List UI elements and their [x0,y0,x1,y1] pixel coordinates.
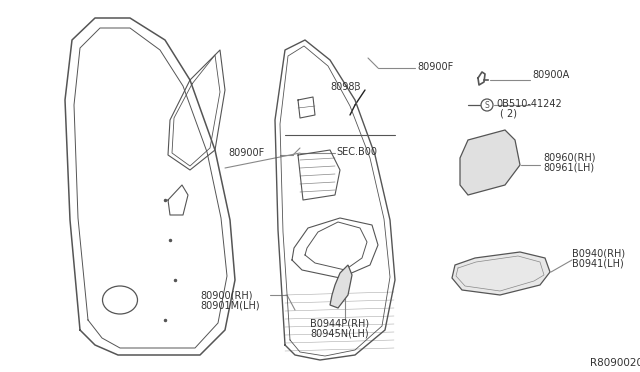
Text: 80960(RH): 80960(RH) [543,153,595,163]
Text: 80900F: 80900F [228,148,264,158]
Text: S: S [484,100,490,109]
Text: 80900F: 80900F [417,62,453,72]
Text: SEC.B00: SEC.B00 [336,147,377,157]
Text: B0941(LH): B0941(LH) [572,258,624,268]
Polygon shape [452,252,550,295]
Text: 0B510-41242: 0B510-41242 [496,99,562,109]
Polygon shape [330,265,352,308]
Text: 80983: 80983 [330,82,360,92]
Text: 80901M(LH): 80901M(LH) [200,300,260,310]
Polygon shape [460,130,520,195]
Text: B0940(RH): B0940(RH) [572,248,625,258]
Text: 80961(LH): 80961(LH) [543,163,594,173]
Text: B0944P(RH): B0944P(RH) [310,318,369,328]
Text: ( 2): ( 2) [500,109,517,119]
Text: R8090020: R8090020 [590,358,640,368]
Text: 80900A: 80900A [532,70,569,80]
Text: 80900(RH): 80900(RH) [200,290,253,300]
Text: 80945N(LH): 80945N(LH) [310,328,369,338]
